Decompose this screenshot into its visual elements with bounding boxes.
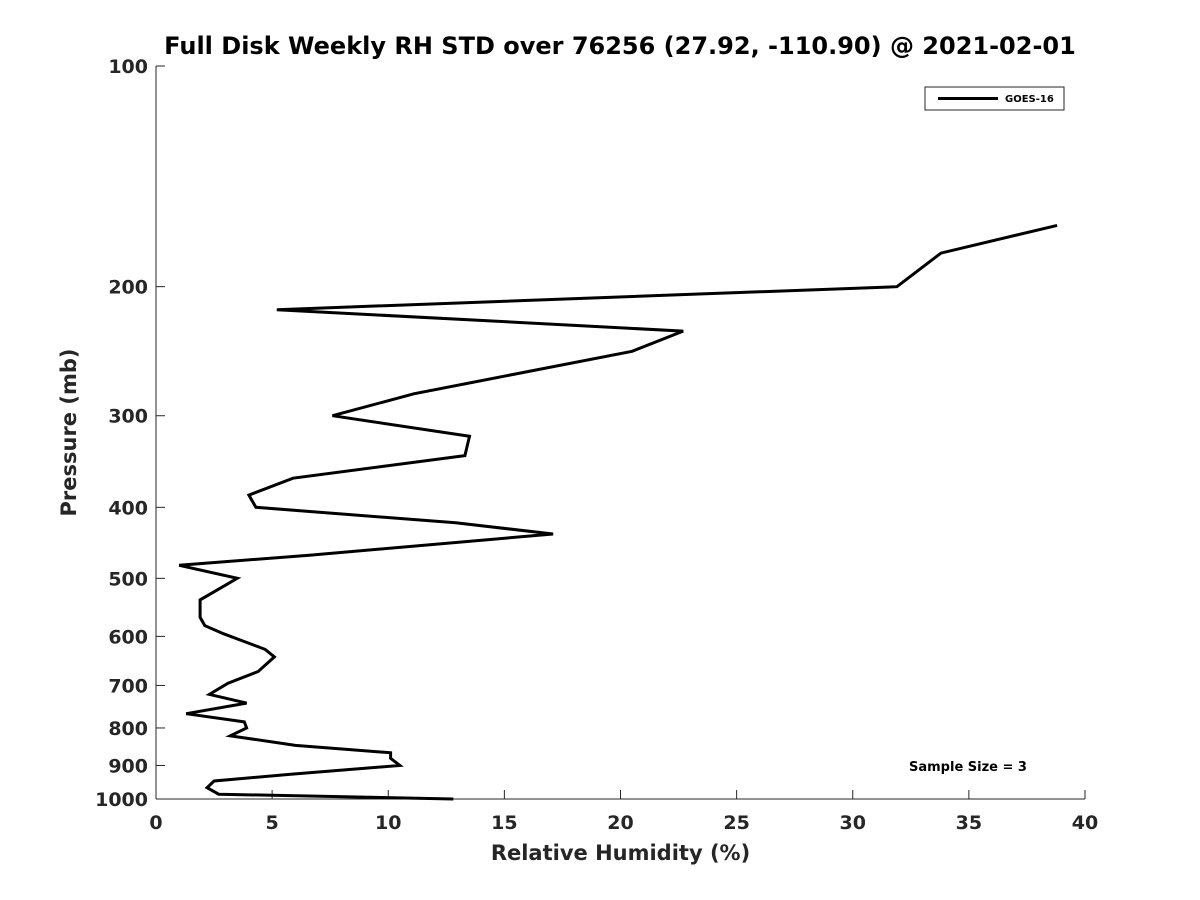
y-tick-label: 1000: [95, 789, 148, 811]
sample-size-annotation: Sample Size = 3: [909, 760, 1027, 775]
y-tick-label: 600: [108, 626, 148, 648]
x-tick-label: 25: [723, 812, 749, 834]
x-tick-label: 5: [266, 812, 279, 834]
x-tick-label: 0: [149, 812, 162, 834]
x-tick-label: 20: [607, 812, 633, 834]
x-tick-label: 40: [1072, 812, 1098, 834]
x-tick-label: 10: [375, 812, 401, 834]
x-tick-label: 15: [491, 812, 517, 834]
plot-area: [156, 66, 1085, 799]
y-tick-label: 200: [108, 277, 148, 299]
x-axis-ticks: 0 5 10 15 20 25 30 35 40: [149, 790, 1098, 834]
y-tick-label: 500: [108, 568, 148, 590]
y-tick-label: 300: [108, 406, 148, 428]
y-tick-label: 900: [108, 755, 148, 777]
y-tick-label: 700: [108, 675, 148, 697]
y-tick-label: 400: [108, 497, 148, 519]
x-axis-label: Relative Humidity (%): [491, 841, 750, 865]
chart-title: Full Disk Weekly RH STD over 76256 (27.9…: [164, 32, 1076, 60]
legend: GOES-16: [924, 86, 1065, 111]
y-axis-label: Pressure (mb): [57, 349, 81, 517]
series-line-goes-16: [178, 223, 1058, 801]
x-tick-label: 30: [840, 812, 866, 834]
y-tick-label: 800: [108, 718, 148, 740]
y-axis-ticks: 100 200 300 400 500 600 700 800 900 1000: [95, 56, 165, 811]
y-tick-label: 100: [108, 56, 148, 78]
x-tick-label: 35: [956, 812, 982, 834]
legend-label-goes-16: GOES-16: [1005, 94, 1054, 105]
